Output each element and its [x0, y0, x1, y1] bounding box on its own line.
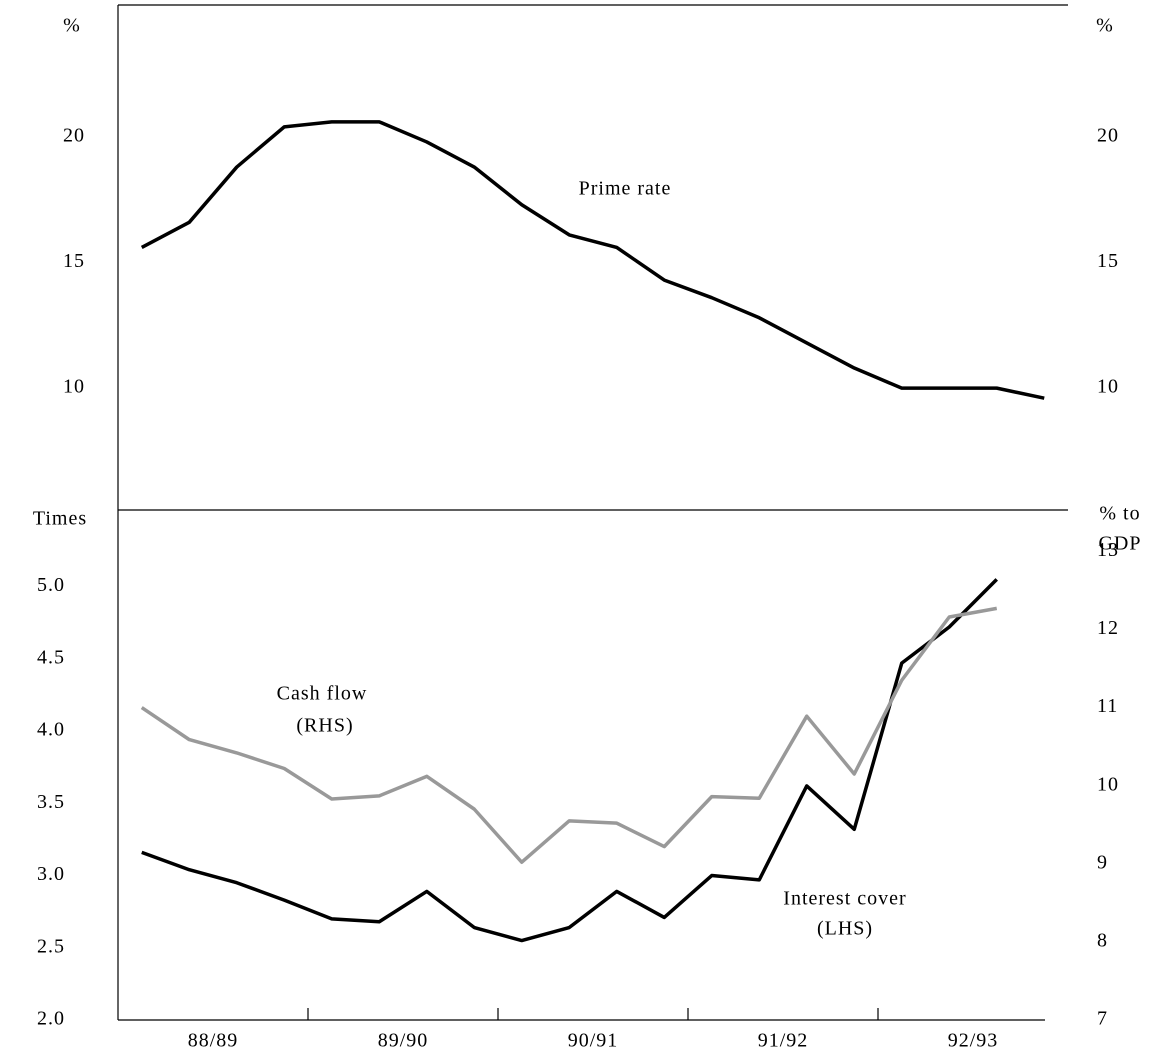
axis-unit-label: % [63, 15, 81, 37]
series-line [140, 120, 1045, 400]
y2-tick-label: 20 [1097, 124, 1119, 146]
annotation: Prime rate [579, 178, 672, 200]
y-tick-label: 10 [63, 376, 85, 398]
y2-tick-label: 13 [1097, 539, 1119, 561]
y-tick-label: 20 [63, 124, 85, 146]
axis-unit-label: % [1096, 15, 1114, 37]
y-tick-label: 2.5 [37, 935, 65, 957]
y-tick-label: 4.0 [37, 719, 65, 741]
y-tick-label: 5.0 [37, 574, 65, 596]
annotation: (RHS) [296, 715, 353, 737]
x-tick-label: 88/89 [188, 1030, 239, 1052]
annotation: Interest cover [783, 888, 906, 910]
y-tick-label: 3.0 [37, 863, 65, 885]
y2-tick-label: 8 [1097, 929, 1108, 951]
y2-tick-label: 10 [1097, 773, 1119, 795]
axis-unit-label: Times [33, 508, 87, 530]
series-line [140, 606, 998, 864]
y-tick-label: 3.5 [37, 791, 65, 813]
y-tick-label: 15 [63, 250, 85, 272]
y2-tick-label: 7 [1097, 1008, 1108, 1030]
annotation: (LHS) [817, 918, 873, 940]
x-tick-label: 89/90 [378, 1030, 429, 1052]
annotation: Cash flow [277, 683, 368, 705]
axis-unit-label: GDP [1098, 533, 1141, 555]
x-tick-label: 92/93 [948, 1030, 999, 1052]
x-tick-label: 90/91 [568, 1030, 619, 1052]
y2-tick-label: 12 [1097, 617, 1119, 639]
y2-tick-label: 11 [1097, 695, 1118, 717]
y2-tick-label: 10 [1097, 376, 1119, 398]
y2-tick-label: 9 [1097, 851, 1108, 873]
y-tick-label: 4.5 [37, 646, 65, 668]
axis-unit-label: % to [1099, 503, 1140, 525]
y-tick-label: 2.0 [37, 1008, 65, 1030]
series-line [141, 578, 998, 943]
y2-tick-label: 15 [1097, 250, 1119, 272]
x-tick-label: 91/92 [758, 1030, 809, 1052]
